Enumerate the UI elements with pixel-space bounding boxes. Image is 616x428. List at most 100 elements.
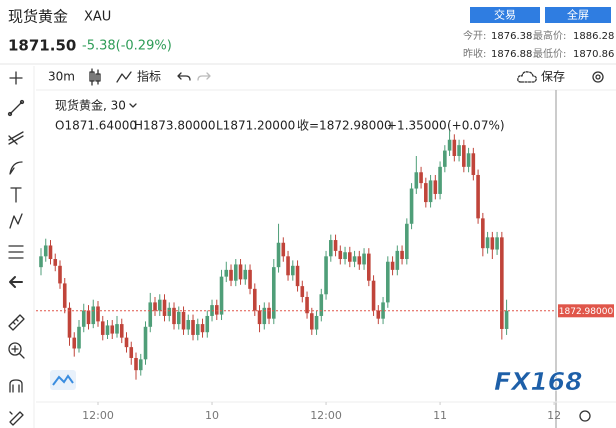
trade-button[interactable]: 交易	[470, 7, 540, 23]
candle-body	[243, 269, 248, 280]
settings[interactable]	[592, 71, 604, 83]
interval[interactable]: 30m	[48, 70, 75, 84]
candle-body	[329, 240, 333, 257]
candle-body	[153, 302, 157, 311]
candle-body	[433, 180, 438, 194]
candle-body	[490, 237, 495, 250]
x-tick-label: 10	[205, 409, 219, 422]
scale-settings[interactable]	[579, 410, 591, 422]
plot: 12:00 10 12:00 11 12 1872.98000	[36, 130, 614, 422]
redo[interactable]	[197, 72, 211, 81]
candle-body	[96, 306, 100, 322]
candle-body	[290, 265, 295, 276]
chart-type-icon[interactable]	[89, 68, 101, 86]
candle-body	[504, 310, 509, 329]
candle-body	[481, 218, 485, 249]
candle-body	[191, 320, 195, 335]
candle-body	[167, 307, 172, 316]
candle-body	[100, 321, 105, 335]
candle-body	[367, 253, 371, 281]
candle-body	[338, 250, 343, 260]
stat-value: 1876.88	[491, 49, 532, 60]
button-bg	[545, 7, 611, 23]
indicators[interactable]: 指标	[137, 69, 161, 84]
watermark: FX168	[494, 367, 583, 396]
candle-body	[119, 324, 124, 338]
fullscreen-button[interactable]: 全屏	[545, 7, 611, 23]
left-toolbar[interactable]	[7, 71, 25, 426]
legend-open: O1871.64000	[55, 119, 137, 133]
gear-hub	[595, 74, 601, 80]
candle-body	[438, 166, 442, 194]
candle-body	[452, 139, 457, 156]
legend-name: 现货黄金, 30	[55, 98, 126, 113]
candle-body	[238, 264, 243, 280]
candle-body	[343, 252, 347, 260]
candle-body	[424, 183, 428, 203]
candle-body	[248, 269, 252, 289]
candle-body	[348, 252, 352, 262]
candle-body	[229, 269, 233, 281]
change: -5.38(-0.29%)	[82, 39, 172, 54]
candle-body	[81, 310, 86, 327]
candle-body	[43, 245, 48, 257]
candle-body	[233, 264, 238, 281]
candle-body	[86, 310, 91, 325]
candle-body	[214, 305, 219, 315]
title: 现货黄金	[8, 8, 68, 26]
symbol: XAU	[84, 10, 111, 25]
candle-body	[395, 250, 400, 270]
x-tick-label: 12:00	[82, 409, 114, 422]
candle-body	[443, 150, 447, 167]
candle-body	[115, 324, 119, 334]
candle-body	[262, 307, 267, 325]
candle-body	[405, 223, 409, 260]
candle-body	[419, 172, 423, 184]
price-label-bg	[558, 304, 614, 318]
stat-label: 最高价:	[533, 29, 566, 42]
legend-low: L1871.20000	[216, 119, 295, 133]
candle-body	[257, 310, 262, 325]
candle-body	[314, 315, 319, 330]
candle-body	[162, 299, 167, 316]
candle-body	[172, 307, 176, 325]
candle-body	[105, 325, 110, 335]
candle-body	[224, 269, 229, 277]
candle-body	[176, 311, 181, 325]
candle-body	[376, 310, 381, 319]
gear	[592, 71, 604, 83]
candle-body	[390, 261, 395, 270]
candle-body	[205, 315, 210, 333]
candle-body	[381, 302, 385, 319]
candle-body	[67, 307, 72, 338]
save[interactable]: 保存	[541, 70, 565, 84]
candle-body	[305, 296, 309, 314]
button-label: 全屏	[567, 8, 589, 22]
undo[interactable]	[177, 72, 191, 81]
stat-value: 1876.38	[491, 31, 532, 42]
candle-body	[414, 172, 419, 189]
legend-chevron[interactable]	[129, 103, 137, 108]
candle-body	[195, 324, 200, 335]
stat-label: 昨收:	[463, 47, 486, 60]
candle-body	[400, 250, 404, 260]
candle-body	[309, 313, 314, 330]
legend-change-pct: (+0.07%)	[447, 119, 505, 133]
stat-value: 1886.28	[573, 31, 614, 42]
candle-body	[267, 307, 271, 319]
candle-body	[148, 302, 153, 327]
candle-body	[447, 139, 452, 151]
candle-body	[371, 280, 376, 311]
candle-body	[252, 288, 257, 311]
candle-body	[77, 326, 81, 349]
candle-body	[333, 240, 338, 251]
candle-body	[352, 256, 357, 262]
candle-body	[281, 242, 286, 257]
candle-body	[409, 188, 414, 224]
stat-value: 1870.86	[573, 49, 614, 60]
candle-body	[62, 283, 67, 308]
candle-body	[143, 326, 148, 360]
candle-body	[219, 276, 224, 315]
candle-body	[485, 237, 490, 249]
